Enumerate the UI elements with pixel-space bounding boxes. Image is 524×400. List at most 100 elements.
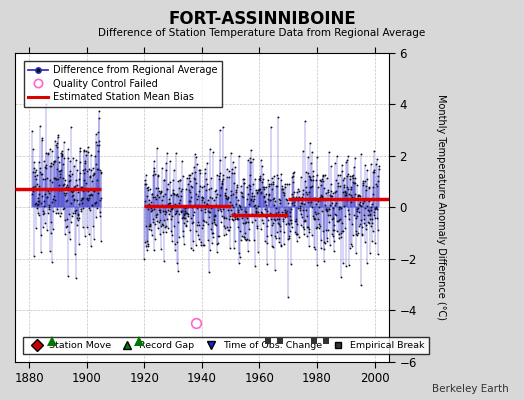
Point: [215, 170, 224, 176]
Point: [326, 212, 334, 218]
Point: [64, 184, 72, 190]
Point: [314, 216, 323, 222]
Point: [279, 216, 287, 222]
Point: [319, 178, 328, 185]
Point: [48, 259, 57, 266]
Point: [42, 164, 51, 171]
Point: [46, 146, 54, 152]
Point: [183, 175, 191, 182]
Point: [96, 238, 105, 244]
Point: [187, 178, 195, 184]
Point: [49, 158, 58, 165]
Point: [265, 191, 274, 197]
Point: [260, 199, 269, 205]
Point: [329, 204, 337, 211]
Point: [364, 184, 373, 190]
Point: [60, 190, 69, 196]
Point: [343, 172, 352, 179]
Point: [38, 137, 47, 143]
Point: [289, 194, 298, 200]
Point: [273, 216, 281, 222]
Point: [183, 210, 191, 216]
Point: [214, 240, 222, 246]
Point: [79, 224, 87, 230]
Point: [61, 216, 69, 223]
Point: [286, 228, 294, 234]
Point: [260, 184, 268, 190]
Point: [359, 178, 367, 184]
Point: [353, 208, 361, 214]
Point: [67, 123, 75, 130]
Point: [76, 169, 84, 176]
Point: [190, 164, 198, 170]
Point: [326, 242, 334, 248]
Point: [69, 210, 78, 216]
Point: [293, 238, 301, 245]
Point: [180, 212, 188, 218]
Point: [205, 214, 213, 220]
Point: [71, 209, 80, 216]
Point: [69, 188, 77, 194]
Point: [65, 229, 73, 236]
Point: [286, 213, 294, 220]
Point: [312, 154, 321, 161]
Point: [253, 223, 261, 229]
Point: [80, 148, 88, 154]
Point: [37, 249, 46, 255]
Point: [348, 194, 357, 200]
Point: [251, 202, 259, 208]
Point: [293, 230, 302, 237]
Point: [74, 210, 83, 217]
Point: [167, 206, 175, 212]
Point: [316, 237, 325, 243]
Point: [346, 186, 355, 192]
Point: [226, 207, 235, 214]
Point: [140, 198, 149, 204]
Point: [215, 204, 223, 210]
Point: [171, 211, 180, 217]
Point: [189, 202, 198, 209]
Point: [236, 228, 244, 234]
Point: [258, 163, 266, 170]
Point: [289, 202, 298, 208]
Point: [266, 211, 274, 217]
Point: [52, 210, 60, 217]
Point: [263, 223, 271, 229]
Point: [58, 152, 66, 158]
Point: [209, 234, 217, 240]
Point: [70, 196, 79, 202]
Point: [267, 232, 276, 238]
Point: [93, 166, 101, 172]
Point: [345, 262, 353, 268]
Point: [183, 180, 192, 187]
Point: [72, 177, 80, 184]
Point: [28, 191, 37, 197]
Point: [371, 205, 379, 212]
Point: [40, 197, 49, 204]
Point: [297, 174, 305, 180]
Point: [66, 173, 74, 180]
Point: [312, 201, 320, 207]
Point: [34, 198, 42, 204]
Point: [294, 188, 303, 194]
Point: [287, 260, 295, 267]
Point: [54, 154, 62, 160]
Point: [81, 166, 90, 172]
Point: [358, 196, 366, 202]
Point: [297, 211, 305, 217]
Point: [187, 194, 195, 201]
Point: [248, 219, 256, 226]
Point: [295, 195, 303, 202]
Point: [258, 171, 267, 177]
Point: [93, 205, 101, 211]
Point: [285, 234, 293, 241]
Point: [85, 173, 94, 180]
Point: [276, 228, 284, 235]
Point: [193, 192, 202, 199]
Point: [343, 197, 351, 204]
Point: [244, 156, 252, 163]
Point: [283, 208, 291, 214]
Point: [190, 169, 199, 176]
Point: [355, 208, 363, 215]
Point: [68, 170, 77, 177]
